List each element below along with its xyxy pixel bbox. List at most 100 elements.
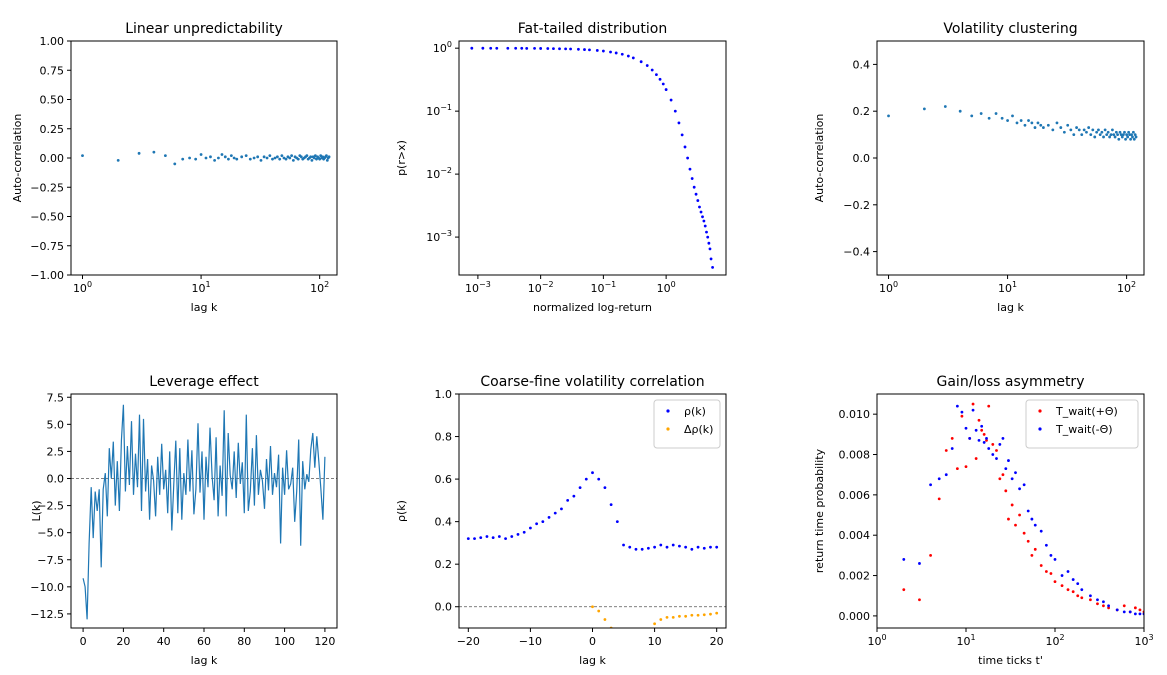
- data-point: [943, 105, 947, 108]
- data-point: [918, 562, 921, 565]
- data-point: [922, 107, 926, 111]
- data-point: [1080, 588, 1084, 592]
- data-point: [1039, 529, 1043, 533]
- y-tick-label: −0.2: [843, 199, 870, 212]
- data-point: [547, 515, 551, 519]
- y-tick-label: 10−1: [426, 103, 452, 118]
- data-point: [520, 46, 524, 50]
- y-tick-label: −0.50: [30, 211, 64, 224]
- plot-area: [459, 471, 726, 640]
- data-point: [1076, 582, 1080, 586]
- data-point: [584, 477, 588, 481]
- data-point: [529, 526, 532, 530]
- x-axis-label: time ticks t': [978, 654, 1043, 667]
- data-point: [1096, 602, 1099, 606]
- data-point: [591, 605, 594, 609]
- data-point: [1082, 128, 1086, 132]
- y-tick-label: 0.50: [40, 94, 65, 107]
- data-point: [1026, 539, 1030, 543]
- data-point: [1114, 130, 1118, 134]
- y-tick-label: 0.4: [853, 58, 871, 71]
- data-point: [709, 612, 712, 616]
- x-tick-label: 0: [80, 635, 87, 648]
- data-point: [1125, 133, 1129, 137]
- y-tick-label: 0.0: [435, 601, 453, 614]
- data-point: [626, 54, 630, 58]
- axes-frame: [876, 40, 1145, 276]
- x-tick-label: 100: [657, 280, 676, 295]
- data-point: [510, 535, 514, 538]
- data-point: [970, 114, 974, 118]
- data-point: [566, 498, 570, 502]
- data-point: [690, 613, 694, 617]
- data-point: [603, 618, 607, 621]
- data-point: [995, 457, 998, 460]
- data-point: [1066, 123, 1070, 127]
- data-point: [481, 46, 485, 50]
- data-point: [1102, 135, 1105, 139]
- data-point: [692, 185, 696, 189]
- x-tick-label: 100: [867, 633, 886, 648]
- data-point: [1076, 594, 1080, 598]
- y-tick-label: 0.8: [435, 431, 453, 444]
- x-axis-label: lag k: [191, 654, 218, 667]
- data-point: [546, 47, 550, 50]
- chart-panel-2: Fat-tailed distribution normalized log-re…: [395, 21, 727, 314]
- legend-marker: [1038, 409, 1042, 413]
- data-point: [929, 553, 932, 557]
- data-point: [661, 82, 665, 86]
- data-point: [1107, 606, 1110, 610]
- data-point: [152, 150, 156, 154]
- plot-area: [887, 105, 1138, 141]
- data-point: [553, 511, 557, 515]
- y-tick-label: 1.00: [40, 35, 65, 48]
- data-point: [1033, 547, 1037, 551]
- data-point: [1060, 584, 1064, 588]
- data-point: [1014, 471, 1017, 475]
- data-point: [473, 537, 476, 541]
- data-point: [1138, 612, 1142, 616]
- data-point: [309, 155, 313, 159]
- data-point: [1030, 553, 1034, 557]
- data-point: [715, 545, 719, 549]
- x-axis-label: normalized log-return: [533, 301, 652, 314]
- chart-title: Leverage effect: [149, 374, 259, 390]
- data-point: [1132, 137, 1136, 141]
- data-point: [595, 49, 599, 52]
- data-point: [305, 154, 309, 158]
- axes-frame: [876, 393, 1145, 629]
- data-point: [684, 614, 688, 618]
- data-point: [495, 46, 499, 50]
- data-point: [1091, 128, 1095, 132]
- data-point: [318, 157, 322, 161]
- y-tick-label: 0.0: [47, 473, 65, 486]
- data-point: [1123, 130, 1126, 134]
- data-point: [955, 467, 959, 471]
- data-point: [678, 614, 681, 618]
- y-tick-label: 0.002: [839, 570, 871, 583]
- y-tick-label: 0.000: [839, 610, 871, 623]
- data-point: [964, 426, 968, 430]
- data-point: [616, 637, 619, 640]
- data-point: [974, 428, 978, 432]
- data-point: [256, 155, 260, 159]
- data-point: [964, 465, 968, 469]
- data-point: [1128, 610, 1132, 614]
- data-point: [1030, 121, 1034, 125]
- data-point: [485, 535, 489, 538]
- data-point: [640, 547, 644, 551]
- data-point: [284, 157, 288, 161]
- data-point: [583, 48, 586, 51]
- data-point: [1066, 570, 1070, 573]
- data-point: [620, 52, 624, 56]
- data-point: [955, 404, 959, 408]
- data-point: [711, 266, 714, 269]
- y-tick-label: 0.75: [40, 64, 65, 77]
- y-tick-label: 10−2: [426, 166, 452, 181]
- data-point: [683, 145, 687, 149]
- data-point: [1080, 133, 1084, 137]
- data-point: [669, 98, 673, 102]
- data-point: [609, 503, 613, 507]
- y-tick-label: 7.5: [47, 391, 65, 404]
- y-tick-label: 0.6: [435, 473, 453, 486]
